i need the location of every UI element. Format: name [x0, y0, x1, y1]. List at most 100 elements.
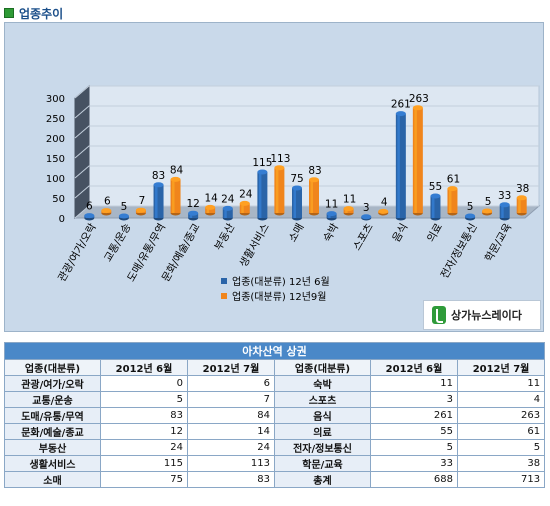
bar-sept: [170, 179, 181, 213]
bar-sept-top: [101, 208, 112, 214]
gridline: [74, 205, 539, 219]
bar-sept-top: [343, 206, 354, 212]
category-cell: 소매: [4, 471, 101, 488]
legend-item-sept: 업종(대분류) 12년9월: [221, 288, 330, 303]
bar-june: [153, 184, 164, 218]
value-cell: 12: [100, 423, 188, 440]
category-cell: 문화/예술/종교: [4, 423, 101, 440]
bar-june-top: [465, 213, 476, 219]
x-tick-label: 생활서비스: [237, 221, 273, 270]
data-label-sept: 11: [343, 194, 356, 206]
bar-june-highlight: [189, 213, 193, 218]
x-tick-label: 교통/운송: [102, 221, 134, 264]
bar-june-top: [499, 202, 510, 208]
bar-sept-top: [482, 208, 493, 214]
bar-june-top: [153, 182, 164, 188]
bar-sept-highlight: [518, 197, 521, 213]
value-cell: 24: [187, 439, 275, 456]
gridline: [74, 125, 539, 139]
gridline: [74, 85, 539, 99]
gridline: [74, 145, 539, 159]
section-title: 업종추이: [19, 6, 64, 21]
value-cell: 261: [370, 407, 458, 424]
table-header-row: 업종(대분류) 2012년 6월 2012년 7월 업종(대분류) 2012년 6월 20…: [4, 359, 546, 376]
value-cell: 11: [370, 375, 458, 392]
data-label-sept: 24: [239, 188, 253, 200]
bar-sept-top: [239, 200, 250, 206]
value-cell: 33: [370, 455, 458, 472]
bar-june: [499, 204, 510, 218]
data-label-june: 5: [121, 201, 128, 213]
x-tick-label: 전자/정보통신: [439, 221, 480, 280]
data-label-sept: 6: [104, 196, 111, 208]
y-tick-label: 300: [46, 94, 65, 105]
y-tick-label: 50: [52, 194, 65, 205]
category-cell: 학문/교육: [274, 455, 371, 472]
data-label-june: 75: [290, 173, 303, 185]
category-cell: 의료: [274, 423, 371, 440]
column-header: 2012년 7월: [187, 359, 275, 376]
y-tick-label: 0: [59, 214, 65, 225]
bar-june-top: [292, 185, 302, 191]
data-label-june: 261: [391, 99, 411, 111]
bar-sept: [239, 203, 250, 213]
bar-sept-top: [135, 207, 146, 213]
value-cell: 4: [456, 391, 546, 408]
section-header: 업종추이: [4, 4, 63, 22]
value-cell: 75: [100, 471, 188, 488]
bar-sept: [205, 207, 216, 213]
bar-sept-highlight: [448, 188, 452, 213]
category-cell: 전자/정보통신: [274, 439, 371, 456]
x-tick-label: 학문/교육: [483, 221, 515, 264]
y-tick-label: 100: [46, 174, 65, 185]
value-cell: 688: [370, 471, 458, 488]
gridline: [74, 185, 539, 199]
data-label-sept: 84: [170, 164, 184, 176]
value-cell: 713: [456, 471, 546, 488]
bar-sept: [447, 188, 458, 213]
category-cell: 교통/운송: [4, 391, 101, 408]
bar-june: [292, 188, 302, 218]
category-cell: 생활서비스: [4, 455, 101, 472]
x-tick-label: 음식: [390, 222, 410, 245]
bar-sept-highlight: [206, 207, 210, 213]
gridline: [74, 105, 539, 119]
data-label-june: 55: [429, 181, 442, 193]
bar-june: [430, 196, 441, 218]
bar-sept: [309, 179, 319, 213]
x-tick-label: 관광/여가/오락: [56, 221, 99, 284]
data-label-sept: 7: [139, 195, 146, 207]
bar-sept: [516, 197, 527, 213]
category-cell: 총계: [274, 471, 371, 488]
x-tick-label: 부동산: [212, 221, 237, 252]
bar-june: [257, 172, 268, 218]
x-tick-label: 스포츠: [351, 221, 376, 252]
y-tick-label: 200: [46, 134, 65, 145]
value-cell: 24: [100, 439, 188, 456]
bar-chart: 05010015020025030066관광/여가/오락75교통/운송8483도…: [46, 84, 541, 284]
chart-legend: 업종(대분류) 12년 6월 업종(대분류) 12년9월: [221, 273, 330, 303]
value-cell: 115: [100, 455, 188, 472]
bar-sept-top: [378, 208, 389, 214]
brand-logo-text: 상가뉴스레이다: [451, 309, 522, 322]
bar-june-top: [257, 169, 268, 175]
data-label-sept: 113: [270, 153, 290, 165]
data-label-sept: 61: [447, 174, 460, 186]
data-label-june: 33: [498, 190, 511, 202]
data-label-june: 115: [252, 157, 272, 169]
value-cell: 11: [456, 375, 546, 392]
bar-june-highlight: [293, 188, 296, 218]
bar-june-top: [84, 213, 95, 219]
data-label-june: 12: [186, 198, 199, 210]
value-cell: 5: [456, 439, 546, 456]
bar-june-top: [188, 210, 199, 216]
value-cell: 38: [456, 455, 546, 472]
value-cell: 113: [187, 455, 275, 472]
table-row: 도매/유통/무역 83 84 음식 261 263: [4, 407, 546, 424]
table-row: 생활서비스 115 113 학문/교육 33 38: [4, 455, 546, 472]
data-label-sept: 4: [381, 196, 388, 208]
category-cell: 음식: [274, 407, 371, 424]
value-cell: 14: [187, 423, 275, 440]
data-label-june: 6: [86, 201, 93, 213]
brand-logo-icon: [432, 306, 446, 324]
